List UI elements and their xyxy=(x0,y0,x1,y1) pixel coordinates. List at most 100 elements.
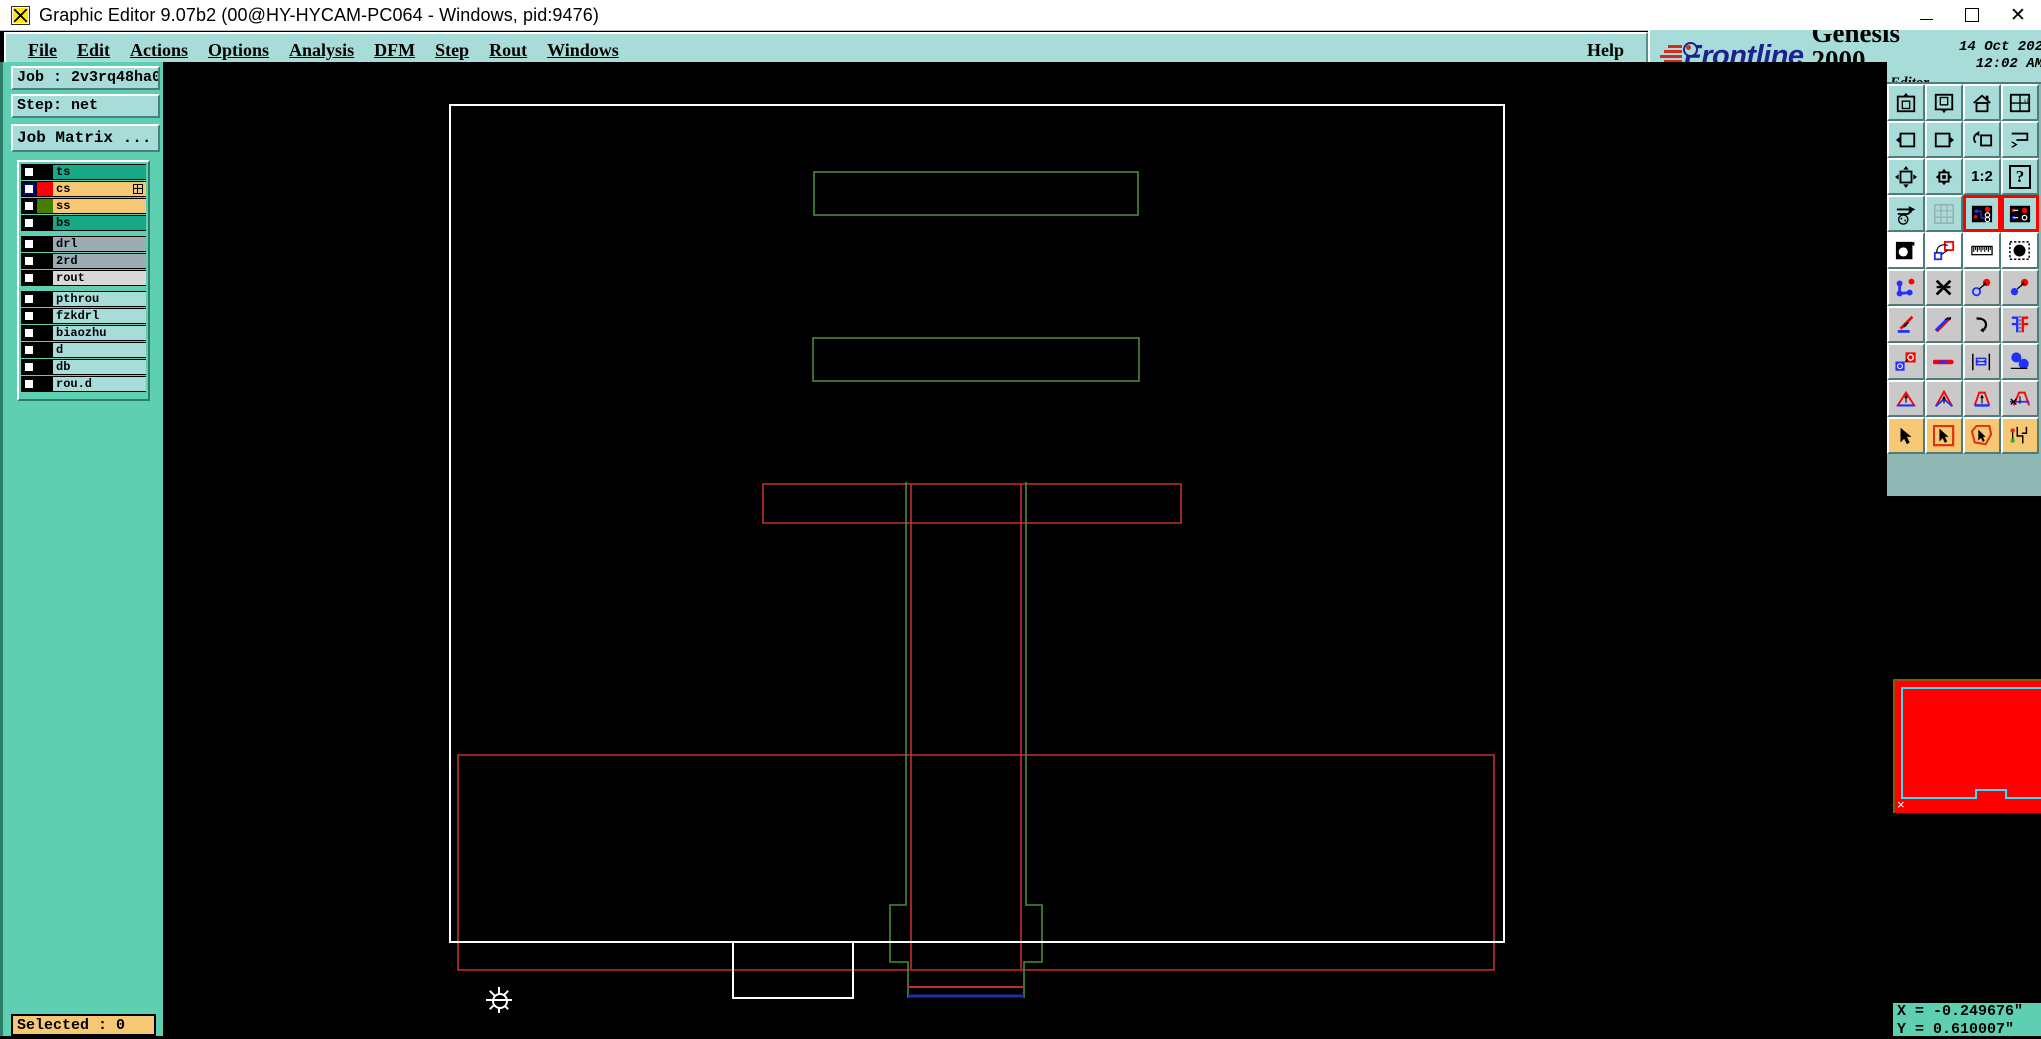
layer-visibility-checkbox[interactable] xyxy=(23,255,35,267)
layer-visibility-checkbox[interactable] xyxy=(23,344,35,356)
layer-row[interactable]: bs xyxy=(21,215,146,231)
menu-item-help[interactable]: Help xyxy=(1587,40,1624,61)
view-navigator[interactable]: × xyxy=(1893,679,2041,813)
select-net-icon[interactable] xyxy=(2001,417,2039,454)
line-move-icon[interactable] xyxy=(1887,306,1925,343)
layer-name-label[interactable]: biaozhu xyxy=(53,326,146,340)
layer-color-swatch[interactable] xyxy=(37,182,53,196)
layer-row[interactable]: pthrou xyxy=(21,291,146,307)
layer-name-label[interactable]: ss xyxy=(53,199,146,213)
pcb-graphic-canvas[interactable] xyxy=(163,62,1887,1036)
layer-visibility-checkbox[interactable] xyxy=(23,238,35,250)
layer-visibility-checkbox[interactable] xyxy=(23,272,35,284)
select-box-icon[interactable] xyxy=(1925,417,1963,454)
layer-row[interactable]: d xyxy=(21,342,146,358)
layer-row[interactable]: rout xyxy=(21,270,146,286)
layer-color-swatch[interactable] xyxy=(37,165,53,179)
mirror-icon[interactable] xyxy=(2001,306,2039,343)
menu-item-analysis[interactable]: Analysis xyxy=(289,40,354,61)
layer-row[interactable]: fzkdrl xyxy=(21,308,146,324)
layer-name-label[interactable]: ts xyxy=(53,165,146,179)
layer-row[interactable]: ts xyxy=(21,164,146,180)
layer-name-label[interactable]: drl xyxy=(53,237,146,251)
delete-net-icon[interactable] xyxy=(1925,269,1963,306)
layer-color-swatch[interactable] xyxy=(37,377,53,391)
window-split-icon[interactable]: x1 xyxy=(2001,84,2039,121)
layer-visibility-checkbox[interactable] xyxy=(23,378,35,390)
layer-row[interactable]: 2rd xyxy=(21,253,146,269)
pan-right-icon[interactable] xyxy=(1925,121,1963,158)
negative-view-icon[interactable] xyxy=(1887,232,1925,269)
layer-color-swatch[interactable] xyxy=(37,271,53,285)
layer-color-swatch[interactable] xyxy=(37,199,53,213)
layer-name-label[interactable]: fzkdrl xyxy=(53,309,146,323)
layer-visibility-checkbox[interactable] xyxy=(23,200,35,212)
redo-view-icon[interactable] xyxy=(2001,121,2039,158)
layer-color-swatch[interactable] xyxy=(37,360,53,374)
scale-1-2-icon[interactable]: 1:2 xyxy=(1963,158,2001,195)
menu-item-windows[interactable]: Windows xyxy=(547,40,619,61)
layer-visibility-checkbox[interactable] xyxy=(23,293,35,305)
layer-color-swatch[interactable] xyxy=(37,343,53,357)
pan-left-icon[interactable] xyxy=(1887,121,1925,158)
grid-icon[interactable] xyxy=(1925,195,1963,232)
netlist-analyze-icon[interactable] xyxy=(2001,195,2039,232)
layer-row[interactable]: biaozhu xyxy=(21,325,146,341)
layer-color-swatch[interactable] xyxy=(37,292,53,306)
undo-view-icon[interactable] xyxy=(1963,121,2001,158)
menu-item-file[interactable]: File xyxy=(28,40,57,61)
layer-visibility-checkbox[interactable] xyxy=(23,183,35,195)
measure-gap-icon[interactable] xyxy=(1963,343,2001,380)
layer-name-label[interactable]: pthrou xyxy=(53,292,146,306)
help-question-icon[interactable]: ? xyxy=(2001,158,2039,195)
tools-palette-icon[interactable] xyxy=(1887,195,1925,232)
close-button[interactable]: ✕ xyxy=(1995,0,2041,30)
home-view-icon[interactable] xyxy=(1963,84,2001,121)
menu-item-actions[interactable]: Actions xyxy=(130,40,188,61)
menu-item-options[interactable]: Options xyxy=(208,40,269,61)
layer-color-swatch[interactable] xyxy=(37,216,53,230)
copy-pad-icon[interactable] xyxy=(2001,269,2039,306)
trim-icon[interactable] xyxy=(1963,380,2001,417)
select-poly-icon[interactable] xyxy=(1963,417,2001,454)
layer-row[interactable]: cs xyxy=(21,181,146,197)
job-matrix-button[interactable]: Job Matrix ... xyxy=(11,124,160,152)
menu-item-rout[interactable]: Rout xyxy=(489,40,527,61)
zoom-out-box-icon[interactable] xyxy=(1925,84,1963,121)
select-arrow-icon[interactable] xyxy=(1887,417,1925,454)
rotate-arc-icon[interactable] xyxy=(1963,306,2001,343)
ruler-icon[interactable] xyxy=(1963,232,2001,269)
layer-visibility-checkbox[interactable] xyxy=(23,310,35,322)
fillet-icon[interactable] xyxy=(1925,380,1963,417)
fill-pad-icon[interactable] xyxy=(2001,232,2039,269)
netlist-compare-icon[interactable] xyxy=(1963,195,2001,232)
layer-row[interactable]: rou.d xyxy=(21,376,146,392)
layer-name-label[interactable]: bs xyxy=(53,216,146,230)
layer-name-label[interactable]: rou.d xyxy=(53,377,146,391)
layer-row[interactable]: drl xyxy=(21,236,146,252)
zoom-fit-icon[interactable] xyxy=(1925,158,1963,195)
move-pad-icon[interactable] xyxy=(1963,269,2001,306)
layer-color-swatch[interactable] xyxy=(37,254,53,268)
layer-visibility-checkbox[interactable] xyxy=(23,217,35,229)
layer-visibility-checkbox[interactable] xyxy=(23,166,35,178)
layer-color-swatch[interactable] xyxy=(37,326,53,340)
layer-color-swatch[interactable] xyxy=(37,309,53,323)
layer-name-label[interactable]: db xyxy=(53,360,146,374)
layer-name-label[interactable]: rout xyxy=(53,271,146,285)
resize-pad-icon[interactable] xyxy=(1887,343,1925,380)
layer-color-swatch[interactable] xyxy=(37,237,53,251)
zoom-in-box-icon[interactable] xyxy=(1887,84,1925,121)
break-icon[interactable] xyxy=(2001,380,2039,417)
minimize-button[interactable] xyxy=(1903,0,1949,30)
merge-pads-icon[interactable] xyxy=(2001,343,2039,380)
layer-visibility-checkbox[interactable] xyxy=(23,327,35,339)
maximize-button[interactable] xyxy=(1949,0,1995,30)
zoom-extents-icon[interactable] xyxy=(1887,158,1925,195)
layer-row[interactable]: ss xyxy=(21,198,146,214)
layer-visibility-checkbox[interactable] xyxy=(23,361,35,373)
menu-item-dfm[interactable]: DFM xyxy=(374,40,415,61)
line-copy-icon[interactable] xyxy=(1925,306,1963,343)
select-shape-icon[interactable] xyxy=(1925,232,1963,269)
line-width-icon[interactable] xyxy=(1925,343,1963,380)
